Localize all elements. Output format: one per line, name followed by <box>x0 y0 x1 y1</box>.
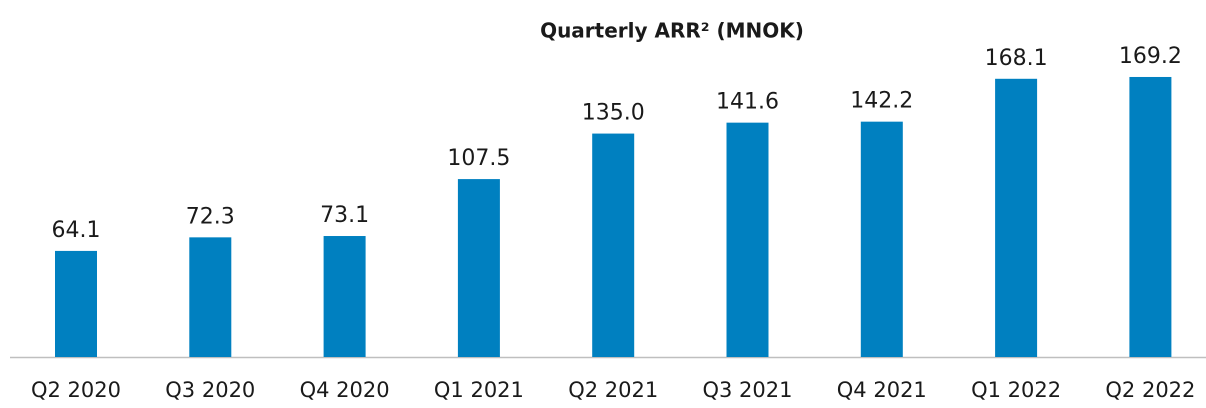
value-label: 141.6 <box>716 90 779 115</box>
x-tick-label: Q2 2020 <box>31 378 121 402</box>
x-tick-label: Q4 2021 <box>837 378 927 402</box>
value-label: 64.1 <box>52 218 101 243</box>
value-label: 142.2 <box>850 89 913 114</box>
x-tick-label: Q2 2022 <box>1105 378 1195 402</box>
chart-title: Quarterly ARR² (MNOK) <box>540 19 804 43</box>
value-label: 73.1 <box>320 203 369 228</box>
value-label: 72.3 <box>186 204 235 229</box>
bar <box>1129 76 1172 357</box>
bar <box>995 78 1038 358</box>
x-tick-label: Q1 2021 <box>434 378 524 402</box>
x-tick-label: Q2 2021 <box>568 378 658 402</box>
bar <box>189 237 232 357</box>
x-tick-label: Q3 2021 <box>702 378 792 402</box>
bar <box>457 179 500 357</box>
bar <box>592 133 635 357</box>
x-tick-label: Q4 2020 <box>300 378 390 402</box>
bar <box>323 236 366 357</box>
value-label: 107.5 <box>447 146 510 171</box>
value-label: 168.1 <box>985 46 1048 71</box>
bar <box>860 121 903 357</box>
value-label: 135.0 <box>582 101 645 126</box>
x-tick-label: Q1 2022 <box>971 378 1061 402</box>
bar <box>726 122 769 357</box>
bar <box>55 250 97 357</box>
x-tick-label: Q3 2020 <box>165 378 255 402</box>
value-label: 169.2 <box>1119 44 1182 69</box>
